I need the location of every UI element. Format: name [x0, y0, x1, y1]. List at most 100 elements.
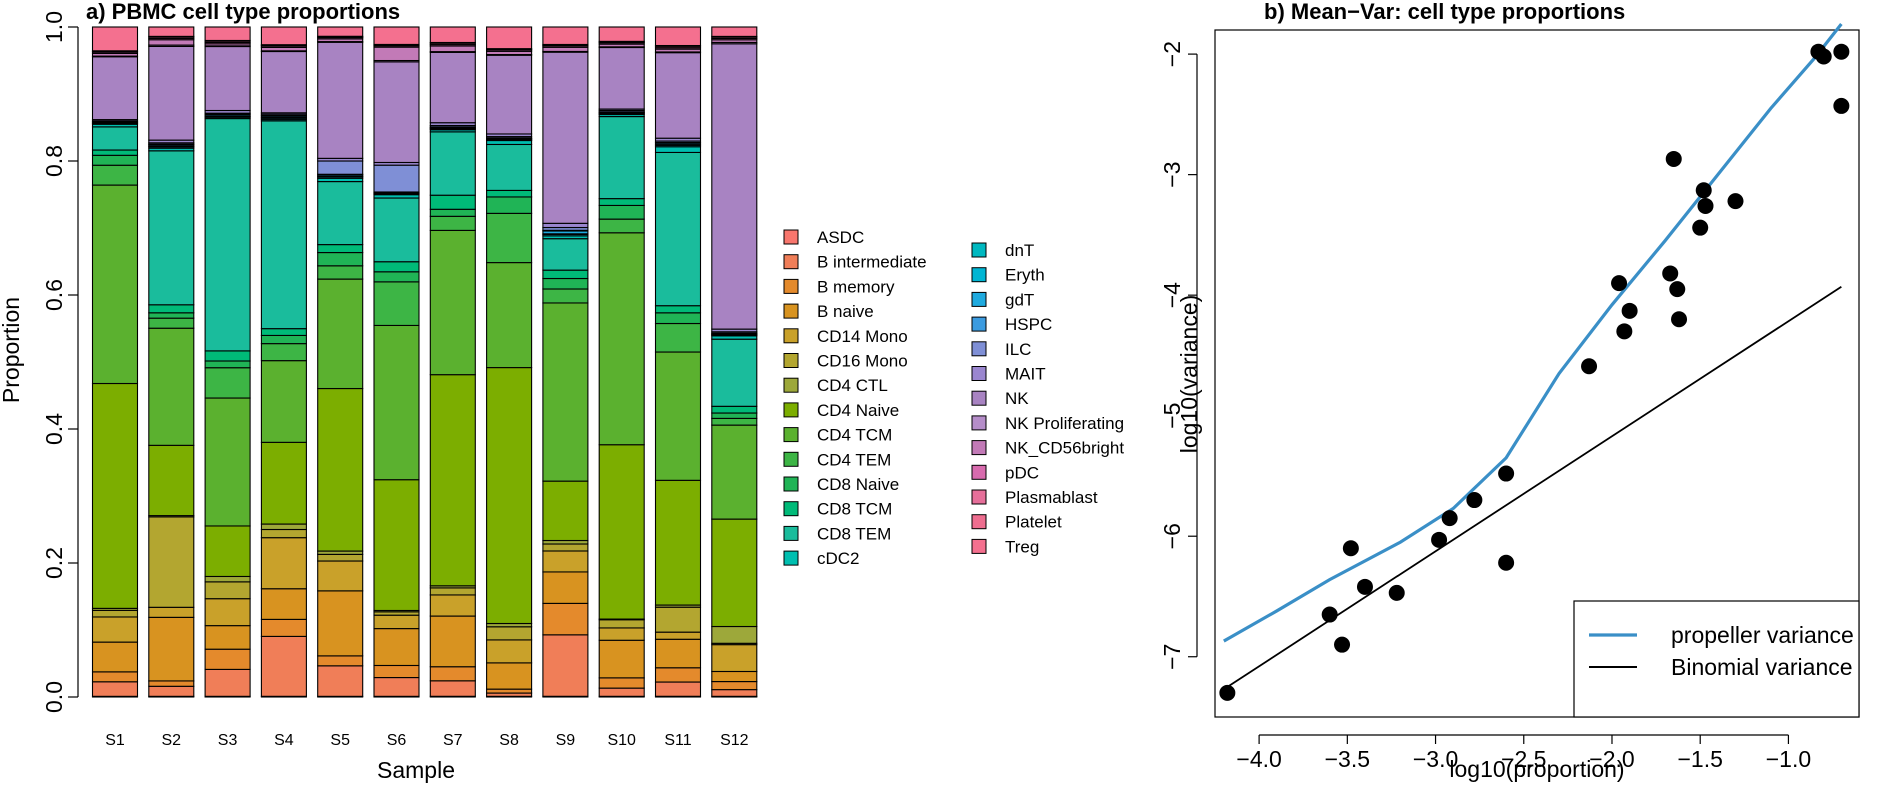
bar-segment: [429, 208, 476, 217]
bar-segment: [148, 304, 195, 314]
bar-segment: [204, 26, 251, 42]
bar-segment: [260, 537, 307, 590]
panel-a-stacked-bar-chart: a) PBMC cell type proportions 0.00.20.40…: [0, 0, 1124, 783]
y-tick-label: −4: [1159, 282, 1185, 308]
bar-segment: [429, 26, 476, 44]
bar-segment: [91, 164, 139, 186]
bar-segment: [373, 271, 420, 283]
legend-item: CD8 TEM: [783, 524, 891, 543]
panel-b-axes: −4.0 −3.5 −3.0 −2.5 −2.0 −1.5 −1.0 −7 −6 −5 −4 −3 −2: [1159, 41, 1811, 772]
legend-item: B naive: [783, 302, 874, 321]
bar-segment: [486, 688, 533, 694]
bar-segment: [654, 479, 702, 606]
data-point: [1616, 323, 1633, 340]
stacked-bar-S9: [542, 26, 589, 698]
bar-segment: [317, 553, 364, 562]
bar-segment: [429, 666, 476, 682]
legend-label: B naive: [817, 302, 874, 321]
bar-segment: [598, 198, 645, 206]
stacked-bars: [91, 26, 758, 698]
legend-item: Eryth: [971, 266, 1045, 285]
legend-label: CD8 Naive: [817, 475, 899, 494]
bar-segment: [429, 587, 476, 596]
bar-segment: [654, 151, 702, 307]
bar-segment: [542, 46, 589, 53]
bar-segment: [317, 244, 364, 254]
bar-segment: [148, 516, 195, 608]
bar-segment: [373, 324, 420, 481]
legend-item: MAIT: [971, 365, 1046, 384]
bar-segment: [486, 143, 533, 191]
legend-label: CD14 Mono: [817, 327, 908, 346]
legend-swatch: [971, 440, 987, 456]
bar-segment: [91, 184, 139, 385]
bar-segment: [317, 590, 364, 657]
bar-segment: [542, 571, 589, 604]
bar-segment: [91, 154, 139, 166]
legend-swatch: [971, 464, 987, 480]
panel-a-title: a) PBMC cell type proportions: [86, 0, 400, 24]
bar-segment: [204, 45, 251, 112]
panel-a-x-axis-label: Sample: [377, 757, 455, 783]
bar-segment: [598, 218, 645, 234]
data-point: [1665, 150, 1682, 167]
legend-label: CD4 Naive: [817, 401, 899, 420]
legend-label: CD8 TCM: [817, 500, 892, 519]
bar-segment: [373, 614, 420, 630]
data-point: [1498, 554, 1515, 571]
panel-b-y-axis-label: log10(variance): [1176, 295, 1202, 454]
x-tick-label: S10: [607, 732, 636, 749]
bar-segment: [486, 639, 533, 664]
bar-segment: [373, 628, 420, 667]
legend-item: B memory: [783, 277, 895, 296]
bar-segment: [598, 627, 645, 641]
bar-segment: [429, 131, 476, 196]
stacked-bar-S3: [204, 26, 251, 698]
bar-segment: [204, 397, 251, 527]
legend-item: CD8 Naive: [783, 475, 899, 494]
bar-segment: [317, 265, 364, 280]
legend-swatch: [783, 427, 799, 443]
panel-b-plot-frame: [1214, 29, 1860, 718]
bar-segment: [429, 615, 476, 668]
legend-label: NK Proliferating: [1005, 414, 1124, 433]
data-point: [1219, 684, 1236, 701]
data-point: [1727, 193, 1744, 210]
bar-segment: [91, 56, 139, 121]
bar-segment: [260, 635, 307, 697]
bar-segment: [148, 680, 195, 687]
legend-swatch: [971, 489, 987, 505]
x-tick-label: S2: [162, 732, 182, 749]
legend-swatch: [783, 229, 799, 245]
data-point: [1692, 219, 1709, 236]
data-point: [1833, 43, 1850, 60]
legend-swatch: [971, 514, 987, 530]
bar-segment: [598, 26, 645, 42]
legend-item: HSPC: [971, 315, 1052, 334]
bar-segment: [429, 194, 476, 210]
legend-swatch: [971, 415, 987, 431]
legend-item: dnT: [971, 241, 1034, 260]
bar-segment: [91, 616, 139, 643]
y-tick-label: 0.2: [41, 547, 67, 579]
legend-item: CD8 TCM: [783, 500, 892, 519]
bar-segment: [711, 338, 758, 407]
bar-segment: [317, 387, 364, 552]
bar-segment: [204, 367, 251, 399]
bar-segment: [317, 251, 364, 267]
x-tick-label: −3.5: [1325, 746, 1370, 772]
bar-segment: [317, 665, 364, 697]
bar-segment: [711, 689, 758, 697]
legend-label: CD4 TCM: [817, 426, 892, 445]
y-tick-label: 0.8: [41, 145, 67, 177]
legend-item: CD4 CTL: [783, 376, 888, 395]
legend-swatch: [971, 390, 987, 406]
bar-segment: [260, 26, 307, 46]
bar-segment: [204, 668, 251, 697]
bar-segment: [91, 671, 139, 683]
data-point: [1321, 606, 1338, 623]
bar-segment: [711, 518, 758, 628]
data-point: [1697, 197, 1714, 214]
data-point: [1466, 492, 1483, 509]
